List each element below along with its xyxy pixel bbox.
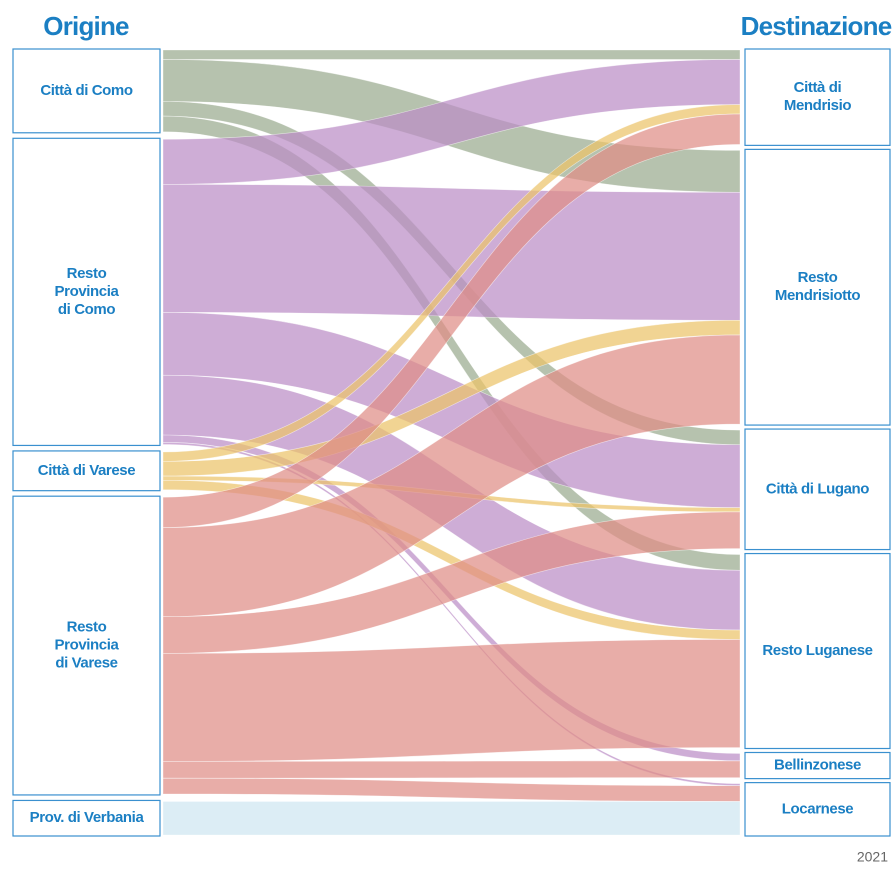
source-label: Prov. di Verbania [30,809,145,826]
target-node [744,428,891,551]
source-label: di Varese [55,655,117,672]
source-label: Resto [67,619,107,636]
target-node [744,782,891,837]
flow [162,760,741,779]
source-label: Città di Como [40,82,133,99]
target-label: Resto [798,269,838,286]
footer-year: 2021 [857,849,888,865]
target-title: Destinazione [741,11,892,41]
flow [162,49,741,60]
target-label: Mendrisiotto [775,287,860,304]
flow [162,639,741,762]
source-node [12,48,161,134]
flow [162,511,741,654]
target-label: Locarnese [782,800,853,817]
source-label: Provincia [55,637,120,654]
target-label: Mendrisio [784,97,851,114]
flow [162,777,741,802]
target-label: Città di [794,79,842,96]
source-label: Provincia [55,283,120,300]
source-label: Resto [67,265,107,282]
source-node [12,495,161,796]
flow [162,334,741,618]
source-node [12,137,161,447]
source-node [12,799,161,837]
source-label: Città di Varese [38,462,135,479]
target-node [744,48,891,146]
flow [162,184,741,321]
flow [162,801,741,836]
target-label: Resto Luganese [762,642,872,659]
target-node [744,751,891,780]
flow [162,113,741,528]
source-node [12,450,161,492]
source-label: di Como [58,301,115,318]
source-title: Origine [43,11,129,41]
target-label: Città di Lugano [766,480,869,497]
target-label: Bellinzonese [774,757,861,774]
target-node [744,148,891,426]
target-node [744,552,891,750]
